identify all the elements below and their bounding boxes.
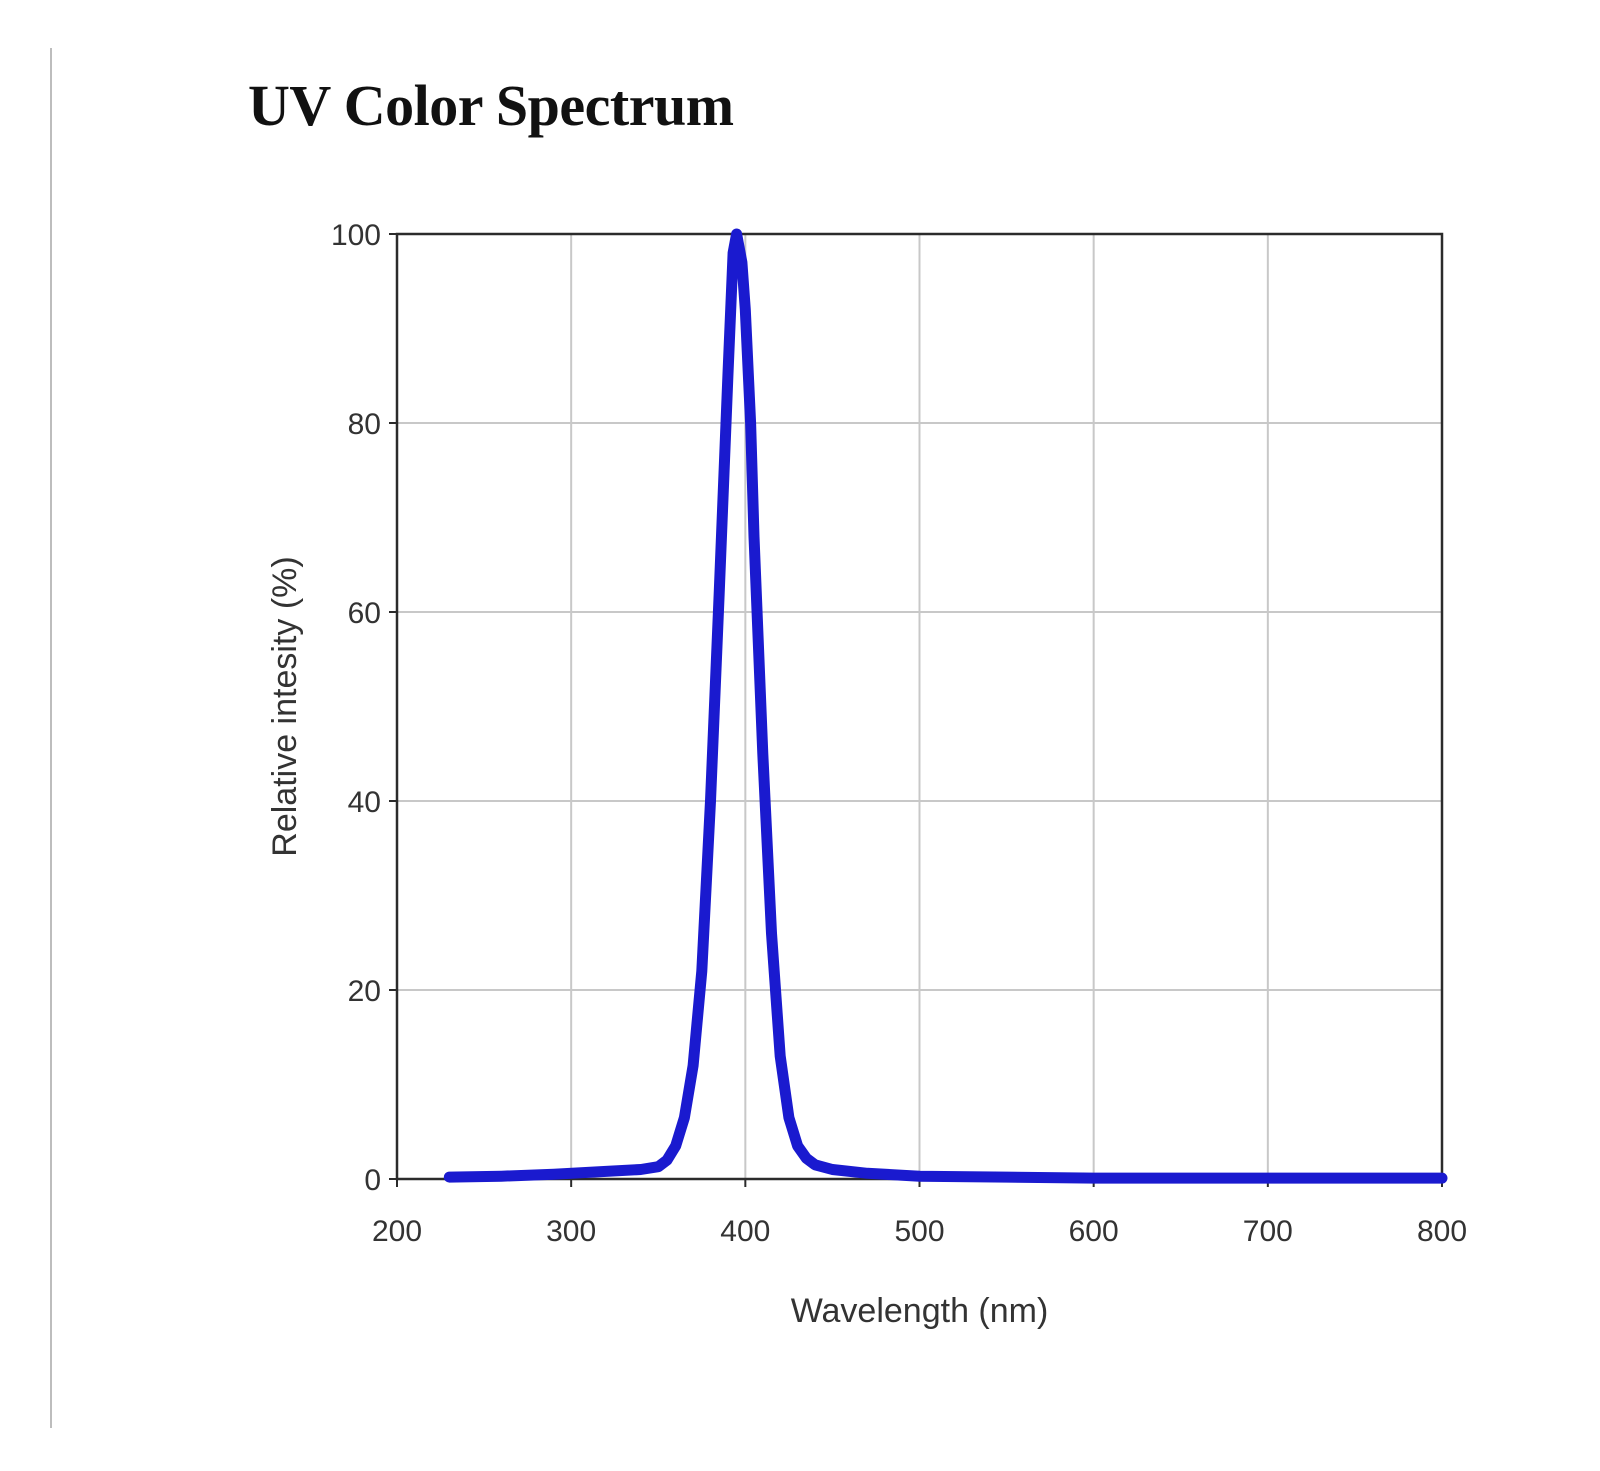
x-tick-label: 600 <box>1069 1215 1119 1248</box>
series-line <box>443 228 1448 1184</box>
x-tick-label: 300 <box>546 1215 596 1248</box>
y-tick-label: 0 <box>364 1164 381 1197</box>
x-tick-label: 700 <box>1243 1215 1293 1248</box>
left-divider-line <box>50 48 52 1428</box>
chart-series <box>443 228 1448 1184</box>
chart-grid <box>397 234 1442 1179</box>
y-tick-label: 20 <box>348 975 381 1008</box>
y-tick-label: 40 <box>348 786 381 819</box>
page-title: UV Color Spectrum <box>248 73 734 138</box>
x-tick-label: 400 <box>720 1215 770 1248</box>
y-tick-label: 60 <box>348 597 381 630</box>
x-tick-label: 800 <box>1417 1215 1467 1248</box>
y-axis-ticks: 0 20 40 60 80 100 <box>331 219 397 1197</box>
y-tick-label: 100 <box>331 219 381 252</box>
x-tick-label: 500 <box>894 1215 944 1248</box>
y-tick-label: 80 <box>348 408 381 441</box>
x-axis-ticks: 200 300 400 500 600 700 800 <box>372 1179 1467 1248</box>
x-tick-label: 200 <box>372 1215 422 1248</box>
y-axis-label: Relative intesity (%) <box>266 556 304 856</box>
x-axis-label: Wavelength (nm) <box>791 1292 1049 1330</box>
